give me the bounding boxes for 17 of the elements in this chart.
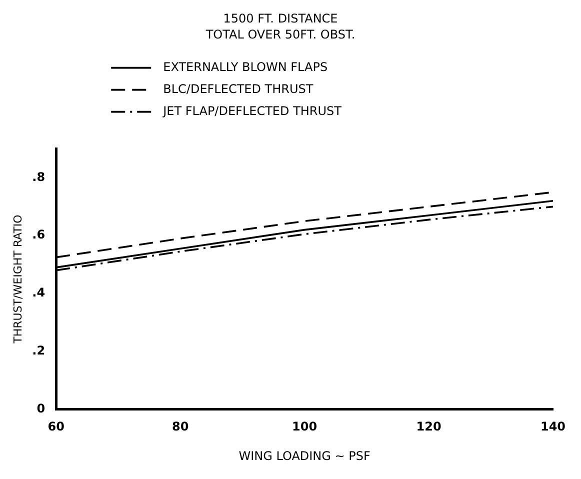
legend-label: EXTERNALLY BLOWN FLAPS bbox=[163, 60, 328, 74]
y-axis-title: THRUST/WEIGHT RATIO bbox=[11, 214, 24, 344]
y-tick-label: .2 bbox=[32, 343, 46, 358]
chart-title: 1500 FT. DISTANCE bbox=[223, 11, 338, 26]
x-tick-label: 80 bbox=[172, 420, 189, 434]
legend-label: BLC/DEFLECTED THRUST bbox=[163, 82, 314, 96]
y-tick-label: 0 bbox=[36, 401, 46, 416]
y-tick-label: .6 bbox=[32, 228, 46, 242]
chart-subtitle: TOTAL OVER 50FT. OBST. bbox=[204, 28, 356, 42]
x-tick-label: 60 bbox=[48, 420, 64, 434]
x-axis-title: WING LOADING ~ PSF bbox=[238, 448, 370, 463]
y-tick-label: .8 bbox=[32, 170, 46, 184]
x-tick-label: 100 bbox=[292, 420, 318, 434]
legend-label: JET FLAP/DEFLECTED THRUST bbox=[162, 104, 342, 118]
y-tick-label: .4 bbox=[32, 286, 46, 300]
x-tick-label: 140 bbox=[540, 420, 566, 434]
x-tick-label: 120 bbox=[416, 420, 442, 434]
